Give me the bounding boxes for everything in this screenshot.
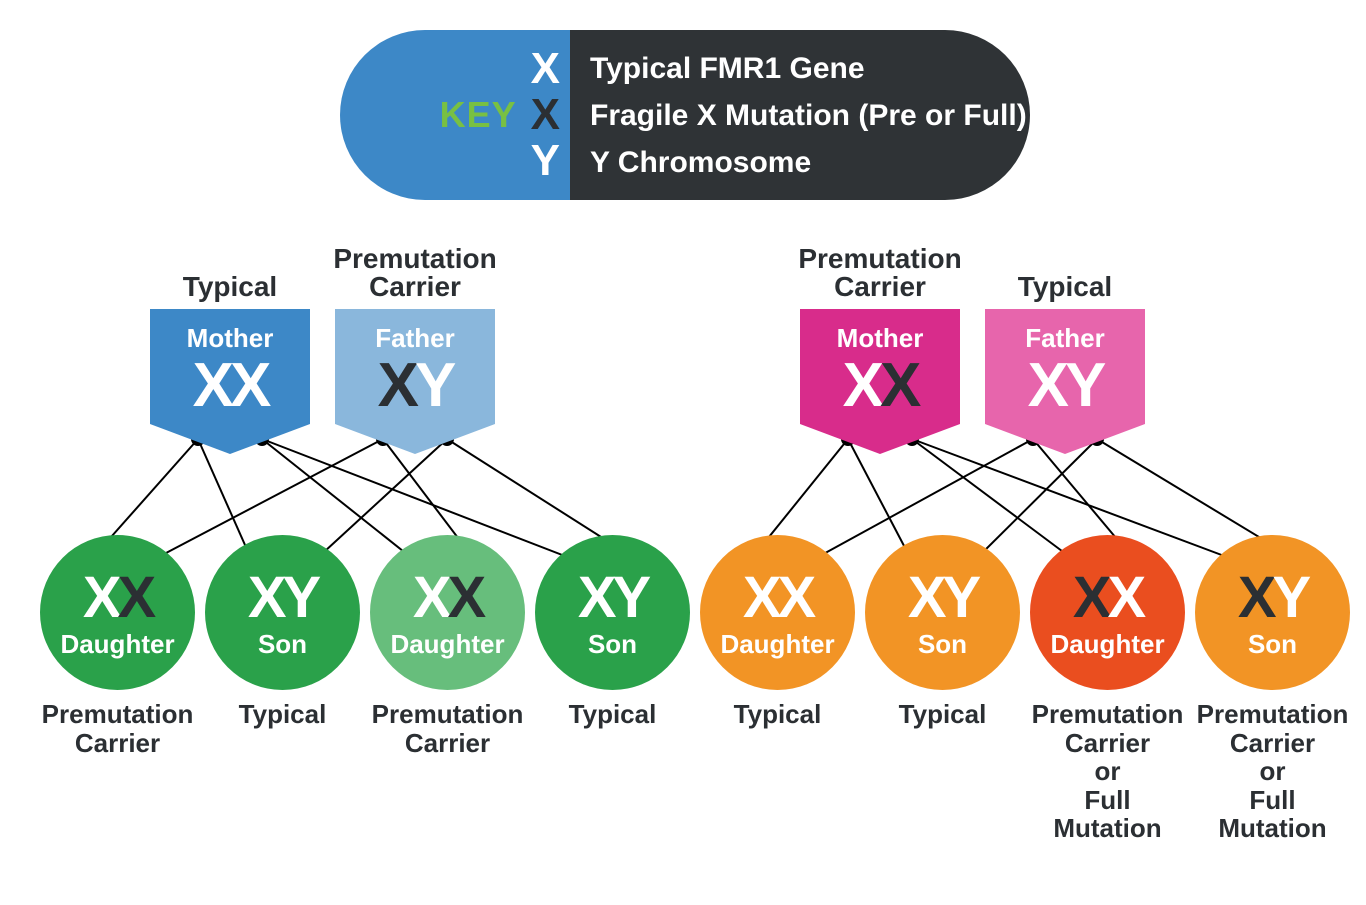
parent-shield: FatherXY [985,309,1145,454]
child-son-c7: XYSonPremutation Carrier or Full Mutatio… [1195,535,1350,843]
child-circle: XYSon [865,535,1020,690]
child-role: Son [205,629,360,660]
child-circle: XXDaughter [1030,535,1185,690]
legend-right: Typical FMR1 Gene Fragile X Mutation (Pr… [570,30,1030,200]
legend-desc-1: Fragile X Mutation (Pre or Full) [590,93,1030,138]
parent-role: Father [335,323,495,354]
parent-father-p1: Premutation Carrier FatherXY [335,245,495,454]
legend-symbol-1: X [531,93,560,137]
legend-symbols: X X Y [531,47,560,183]
parent-role: Father [985,323,1145,354]
parent-status: Typical [150,245,310,301]
legend-symbol-0: X [531,47,560,91]
parent-shield: MotherXX [150,309,310,454]
child-status: Premutation Carrier or Full Mutation [1030,700,1185,843]
child-genotype: XY [205,569,360,627]
legend-symbol-2: Y [531,139,560,183]
child-status: Typical [865,700,1020,729]
child-circle: XXDaughter [370,535,525,690]
parent-status: Premutation Carrier [800,245,960,301]
child-daughter-c6: XXDaughterPremutation Carrier or Full Mu… [1030,535,1185,843]
parent-mother-p2: Premutation Carrier MotherXX [800,245,960,454]
child-genotype: XY [535,569,690,627]
child-status: Typical [700,700,855,729]
child-status: Premutation Carrier [370,700,525,757]
parent-role: Mother [800,323,960,354]
child-status: Premutation Carrier [40,700,195,757]
legend-desc-0: Typical FMR1 Gene [590,46,1030,91]
child-genotype: XX [700,569,855,627]
child-genotype: XX [370,569,525,627]
child-circle: XYSon [535,535,690,690]
child-circle: XXDaughter [40,535,195,690]
child-circle: XYSon [205,535,360,690]
parent-shield: FatherXY [335,309,495,454]
child-circle: XXDaughter [700,535,855,690]
child-genotype: XX [1030,569,1185,627]
child-daughter-c0: XXDaughter Premutation Carrier [40,535,195,757]
parent-genotype: XY [335,355,495,417]
child-genotype: XX [40,569,195,627]
parent-status: Premutation Carrier [335,245,495,301]
parent-genotype: XX [150,355,310,417]
legend-desc-2: Y Chromosome [590,140,1030,185]
child-role: Daughter [1030,629,1185,660]
legend-label: KEY [440,94,517,136]
child-status: Premutation Carrier or Full Mutation [1195,700,1350,843]
child-circle: XYSon [1195,535,1350,690]
parent-genotype: XY [985,355,1145,417]
parent-father-p3: Typical FatherXY [985,245,1145,454]
parent-status: Typical [985,245,1145,301]
child-role: Son [865,629,1020,660]
legend-key: KEY X X Y Typical FMR1 Gene Fragile X Mu… [340,30,1030,200]
child-role: Son [1195,629,1350,660]
child-role: Son [535,629,690,660]
child-role: Daughter [370,629,525,660]
child-role: Daughter [700,629,855,660]
parent-genotype: XX [800,355,960,417]
child-genotype: XY [865,569,1020,627]
child-genotype: XY [1195,569,1350,627]
child-daughter-c2: XXDaughter Premutation Carrier [370,535,525,757]
legend-left: KEY X X Y [340,30,570,200]
child-status: Typical [535,700,690,729]
child-son-c3: XYSon Typical [535,535,690,729]
child-son-c1: XYSon Typical [205,535,360,729]
parent-mother-p0: Typical MotherXX [150,245,310,454]
parent-shield: MotherXX [800,309,960,454]
child-status: Typical [205,700,360,729]
child-son-c5: XYSon Typical [865,535,1020,729]
child-role: Daughter [40,629,195,660]
parent-role: Mother [150,323,310,354]
child-daughter-c4: XXDaughter Typical [700,535,855,729]
